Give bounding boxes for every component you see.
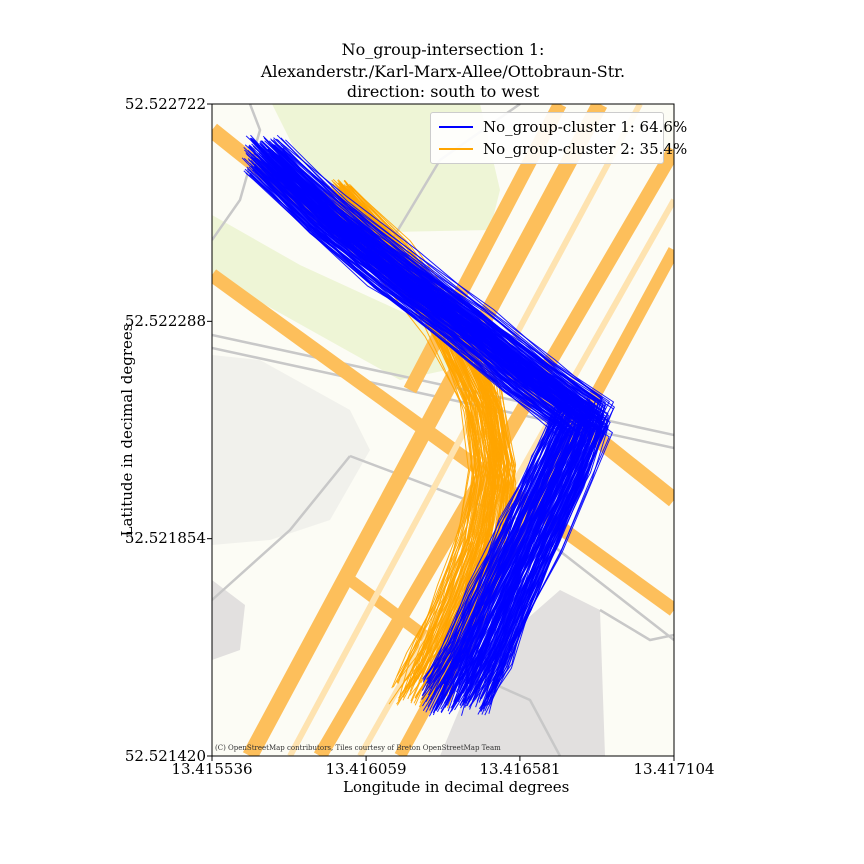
trajectory-line xyxy=(282,162,609,703)
park-area xyxy=(212,215,470,380)
legend-label-cluster-1: No_group-cluster 1: 64.6% xyxy=(483,118,688,136)
x-tick-label: 13.415536 xyxy=(171,760,253,778)
axes-frame xyxy=(211,103,675,757)
legend-swatch-cluster-2 xyxy=(439,148,473,150)
x-tick-label: 13.416059 xyxy=(325,760,407,778)
trajectory-line xyxy=(260,150,578,693)
x-axis-label: Longitude in decimal degrees xyxy=(343,778,570,796)
x-tick-label: 13.416581 xyxy=(479,760,561,778)
trajectory-line xyxy=(257,145,573,687)
tick-marks xyxy=(207,103,675,761)
legend-label-cluster-2: No_group-cluster 2: 35.4% xyxy=(483,140,688,158)
trajectory-line xyxy=(241,157,555,697)
trajectory-line xyxy=(256,162,572,704)
legend-item-cluster-1: No_group-cluster 1: 64.6% xyxy=(439,117,687,137)
legend-item-cluster-2: No_group-cluster 2: 35.4% xyxy=(439,139,687,159)
tram-tracks xyxy=(287,104,674,756)
trajectory-line xyxy=(267,148,593,694)
trajectory-line xyxy=(243,147,556,691)
x-tick-label: 13.417104 xyxy=(633,760,715,778)
trajectory-line xyxy=(268,140,591,681)
plaza-area xyxy=(212,355,370,545)
y-axis-label: Latitude in decimal degrees xyxy=(118,323,136,537)
y-tick-label: 52.521420 xyxy=(124,747,206,765)
trajectory-line xyxy=(280,144,602,683)
trajectory-line xyxy=(248,174,573,713)
y-tick-label: 52.522288 xyxy=(124,312,206,330)
trajectory-line xyxy=(266,168,602,708)
trajectory-line xyxy=(272,140,596,682)
legend-swatch-cluster-1 xyxy=(439,126,473,128)
trajectory-line xyxy=(248,146,563,689)
y-tick-label: 52.521854 xyxy=(124,529,206,547)
building-area xyxy=(212,580,245,660)
trajectory-line xyxy=(276,158,605,699)
chart-title-line-1: No_group-intersection 1: xyxy=(341,40,545,59)
trajectory-line xyxy=(272,169,604,715)
y-tick-label: 52.522722 xyxy=(124,95,206,113)
map-attribution: (C) OpenStreetMap contributors, Tiles co… xyxy=(215,744,501,752)
trajectory-line xyxy=(276,134,602,677)
series-no-group-cluster-1 xyxy=(241,134,616,717)
chart-title-line-2: Alexanderstr./Karl-Marx-Allee/Ottobraun-… xyxy=(260,62,626,81)
chart-title-line-3: direction: south to west xyxy=(346,82,540,101)
trajectory-line xyxy=(274,144,596,682)
building-area xyxy=(440,590,605,756)
trajectory-line xyxy=(273,162,597,703)
trajectory-line xyxy=(272,143,604,683)
basemap xyxy=(212,104,674,756)
legend: No_group-cluster 1: 64.6% No_group-clust… xyxy=(430,112,687,164)
trajectory-line xyxy=(265,168,581,704)
